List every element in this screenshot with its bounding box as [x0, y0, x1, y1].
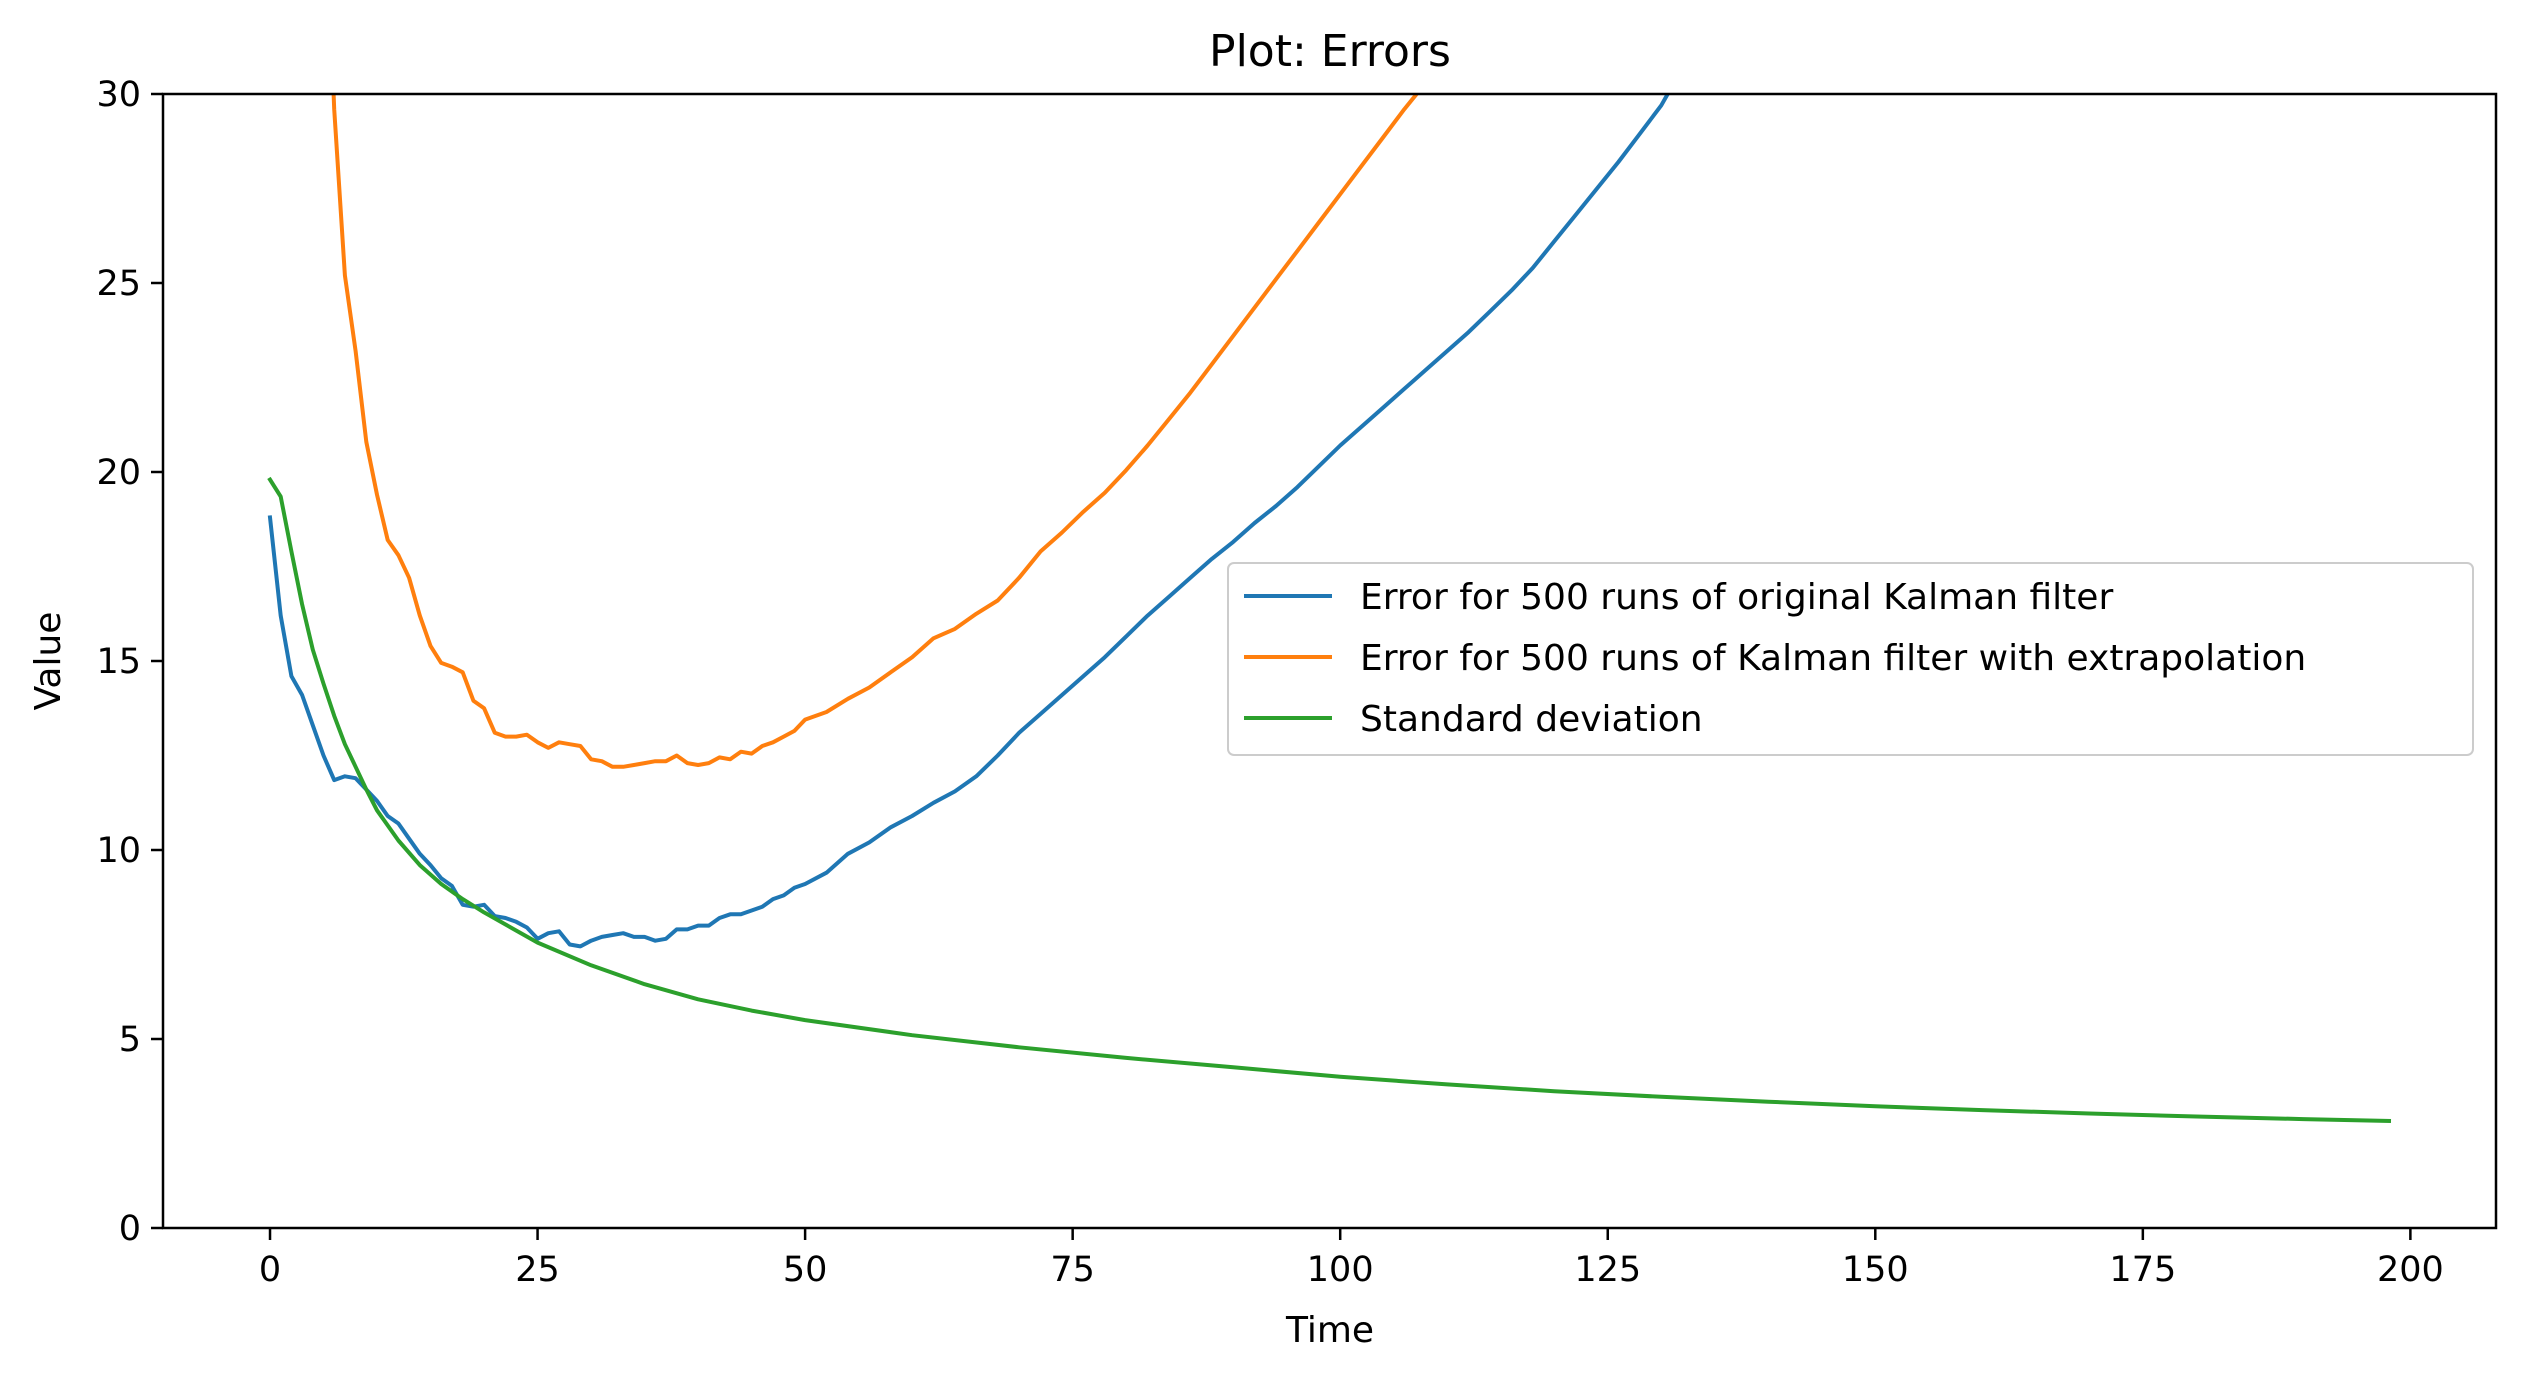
x-tick-label: 50	[783, 1250, 828, 1290]
chart-title: Plot: Errors	[1209, 26, 1451, 77]
y-tick-label: 20	[96, 453, 141, 493]
series-line-3	[267, 476, 2392, 1124]
x-axis-label: Time	[1285, 1310, 1374, 1351]
x-tick-label: 100	[1307, 1250, 1374, 1290]
legend-box	[1227, 562, 2474, 756]
series-line-1	[267, 94, 1670, 949]
y-axis-label: Value	[28, 612, 69, 711]
series-line-2	[331, 94, 1420, 769]
legend-label: Error for 500 runs of original Kalman fi…	[1360, 577, 2113, 618]
x-tick-label: 75	[1050, 1250, 1095, 1290]
y-tick-label: 5	[119, 1020, 141, 1060]
x-tick-label: 25	[515, 1250, 560, 1290]
y-axis: 0 5 10 15 20 25 30	[96, 75, 163, 1249]
legend: Error for 500 runs of original Kalman fi…	[1227, 562, 2474, 756]
y-tick-label: 25	[96, 264, 141, 304]
legend-label: Error for 500 runs of Kalman filter with…	[1360, 638, 2306, 679]
x-tick-label: 150	[1842, 1250, 1909, 1290]
y-tick-label: 10	[96, 831, 141, 871]
x-axis: 0 25 50 75 100 125 150 175 200	[259, 1228, 2444, 1290]
x-tick-label: 0	[259, 1250, 281, 1290]
y-tick-label: 30	[96, 75, 141, 115]
legend-label: Standard deviation	[1360, 699, 1703, 740]
x-tick-label: 175	[2109, 1250, 2176, 1290]
y-tick-label: 15	[96, 642, 141, 682]
x-tick-label: 200	[2377, 1250, 2444, 1290]
x-tick-label: 125	[1574, 1250, 1641, 1290]
y-tick-label: 0	[119, 1209, 141, 1249]
series-layer	[267, 94, 2392, 1124]
